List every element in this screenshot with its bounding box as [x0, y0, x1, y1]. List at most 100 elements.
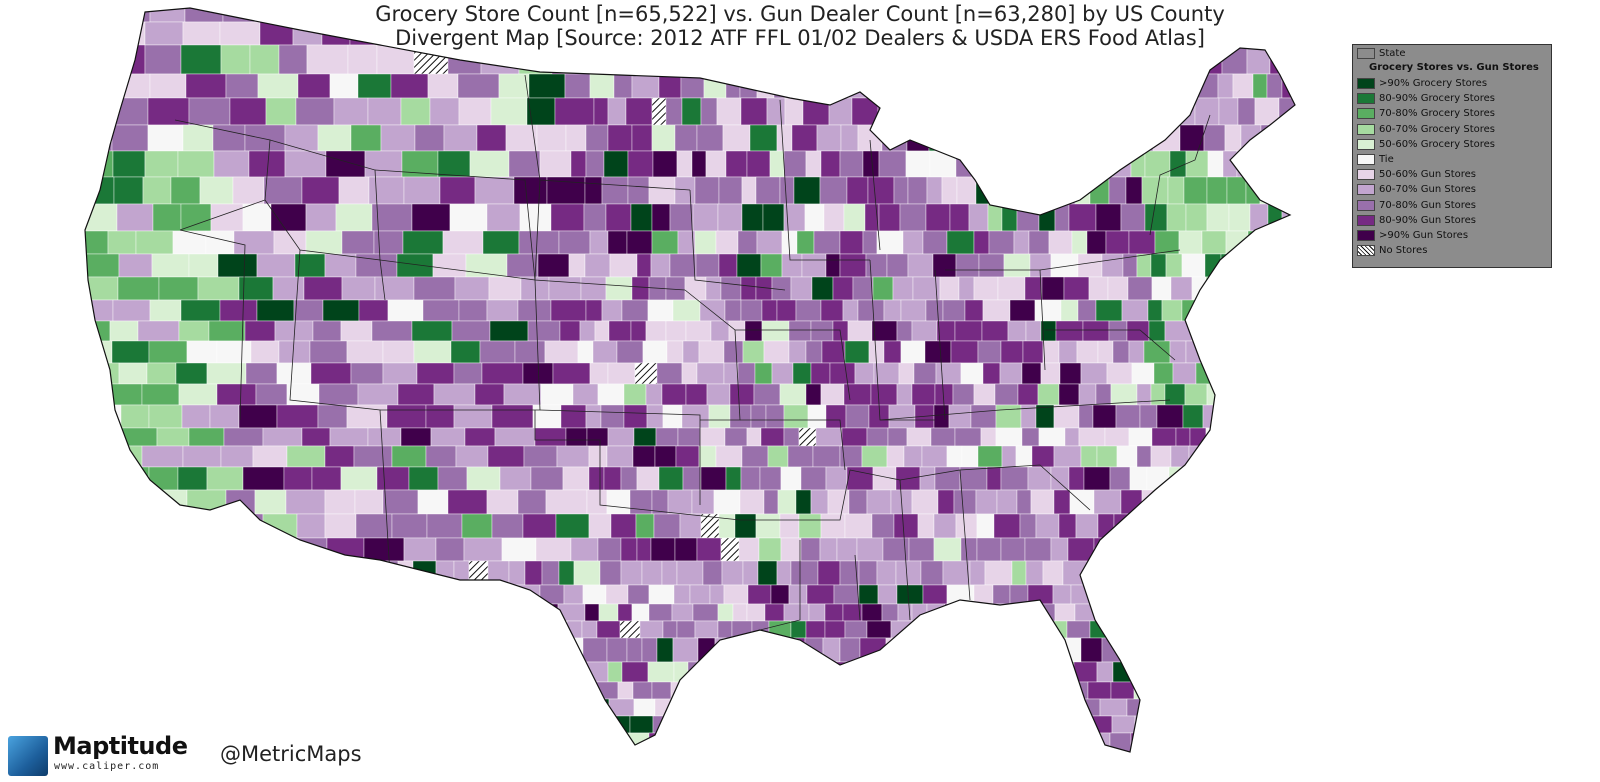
legend-swatch: [1357, 169, 1375, 181]
county-cell: [329, 427, 369, 447]
county-cell: [942, 773, 963, 782]
county-cell: [1113, 620, 1131, 639]
county-cell: [783, 404, 809, 429]
county-cell: [435, 560, 455, 586]
county-cell: [779, 513, 800, 539]
county-cell: [180, 44, 222, 75]
county-cell: [907, 253, 934, 278]
county-cell: [991, 732, 1011, 752]
county-cell: [151, 253, 190, 278]
county-cell: [1089, 620, 1115, 639]
county-cell: [1129, 620, 1147, 639]
county-cell: [825, 466, 848, 491]
county-cell: [856, 661, 874, 683]
county-cell: [819, 537, 838, 562]
county-cell: [287, 537, 328, 562]
county-cell: [976, 513, 995, 539]
county-cell: [425, 445, 457, 468]
county-cell: [354, 560, 381, 586]
county-cell: [442, 230, 484, 255]
county-cell: [543, 620, 568, 639]
county-cell: [901, 773, 926, 782]
county-cell: [536, 124, 567, 152]
county-cell: [1242, 773, 1256, 782]
county-cell: [994, 176, 1015, 205]
county-cell: [856, 537, 884, 562]
county-cell: [344, 584, 361, 605]
county-cell: [748, 698, 770, 717]
logo-url: www.caliper.com: [54, 761, 160, 772]
county-cell: [85, 276, 119, 301]
county-cell: [487, 445, 525, 468]
county-cell: [689, 732, 715, 752]
county-cell: [141, 560, 168, 586]
county-cell: [387, 603, 407, 622]
county-cell: [205, 230, 235, 255]
county-cell: [723, 340, 744, 364]
county-cell: [254, 681, 273, 700]
author-handle: @MetricMaps: [220, 742, 362, 766]
county-cell: [877, 97, 904, 126]
county-cell: [358, 299, 389, 322]
county-cell: [340, 320, 373, 342]
county-cell: [950, 340, 979, 364]
county-cell: [505, 124, 538, 152]
county-cell: [501, 537, 537, 562]
county-cell: [1027, 681, 1048, 700]
county-cell: [728, 754, 748, 773]
county-cell: [514, 340, 546, 364]
county-cell: [239, 715, 259, 734]
county-cell: [474, 383, 505, 406]
county-cell: [544, 340, 579, 364]
county-cell: [811, 661, 832, 683]
county-cell: [648, 176, 676, 205]
county-cell: [626, 230, 653, 255]
county-cell: [1074, 176, 1091, 205]
county-cell: [1077, 299, 1097, 322]
county-cell: [432, 661, 449, 683]
county-cell: [364, 150, 403, 178]
county-cell: [491, 404, 534, 429]
county-cell: [203, 698, 232, 717]
county-cell: [1287, 715, 1295, 734]
county-cell: [1093, 489, 1122, 515]
county-cell: [184, 513, 223, 539]
county-cell: [291, 661, 310, 683]
county-cell: [499, 466, 532, 491]
county-cell: [839, 230, 864, 255]
county-cell: [698, 340, 725, 364]
county-cell: [783, 150, 807, 178]
county-cell: [461, 513, 493, 539]
county-cell: [866, 427, 889, 447]
county-cell: [318, 698, 344, 717]
county-cell: [141, 445, 184, 468]
county-cell: [1091, 715, 1113, 734]
county-cell: [486, 299, 519, 322]
county-cell: [1053, 489, 1071, 515]
county-cell: [413, 732, 437, 752]
county-cell: [425, 404, 455, 429]
county-cell: [898, 661, 925, 683]
county-cell: [1154, 97, 1177, 126]
county-cell: [99, 661, 118, 683]
county-cell: [1087, 681, 1112, 700]
county-cell: [1023, 97, 1050, 126]
county-cell: [814, 681, 830, 700]
county-cell: [262, 513, 298, 539]
county-cell: [1066, 620, 1091, 639]
county-cell: [1296, 98, 1317, 125]
county-cell: [1105, 230, 1130, 255]
county-cell: [202, 773, 220, 782]
county-cell: [1299, 363, 1322, 384]
county-cell: [188, 253, 219, 278]
county-cell: [824, 715, 840, 734]
county-cell: [368, 176, 405, 205]
county-cell: [1250, 466, 1276, 491]
county-cell: [588, 445, 608, 468]
county-cell: [983, 715, 1007, 734]
county-cell: [973, 383, 996, 406]
county-cell: [1191, 276, 1207, 301]
county-cell: [1208, 560, 1235, 586]
legend-swatch: [1357, 230, 1375, 241]
county-cell: [379, 560, 399, 586]
